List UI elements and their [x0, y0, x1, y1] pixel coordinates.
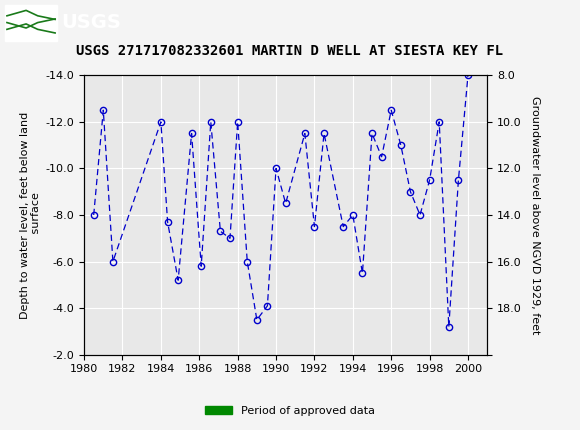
Y-axis label: Depth to water level, feet below land
 surface: Depth to water level, feet below land su… — [20, 111, 41, 319]
Bar — [5, 4, 57, 41]
Legend: Period of approved data: Period of approved data — [200, 401, 380, 420]
Bar — [156, 355, 250, 359]
Y-axis label: Groundwater level above NGVD 1929, feet: Groundwater level above NGVD 1929, feet — [530, 96, 540, 334]
Text: USGS: USGS — [61, 13, 121, 32]
Text: USGS 271717082332601 MARTIN D WELL AT SIESTA KEY FL: USGS 271717082332601 MARTIN D WELL AT SI… — [77, 44, 503, 58]
Bar — [84, 355, 110, 359]
Bar — [263, 355, 281, 359]
Bar — [295, 355, 483, 359]
